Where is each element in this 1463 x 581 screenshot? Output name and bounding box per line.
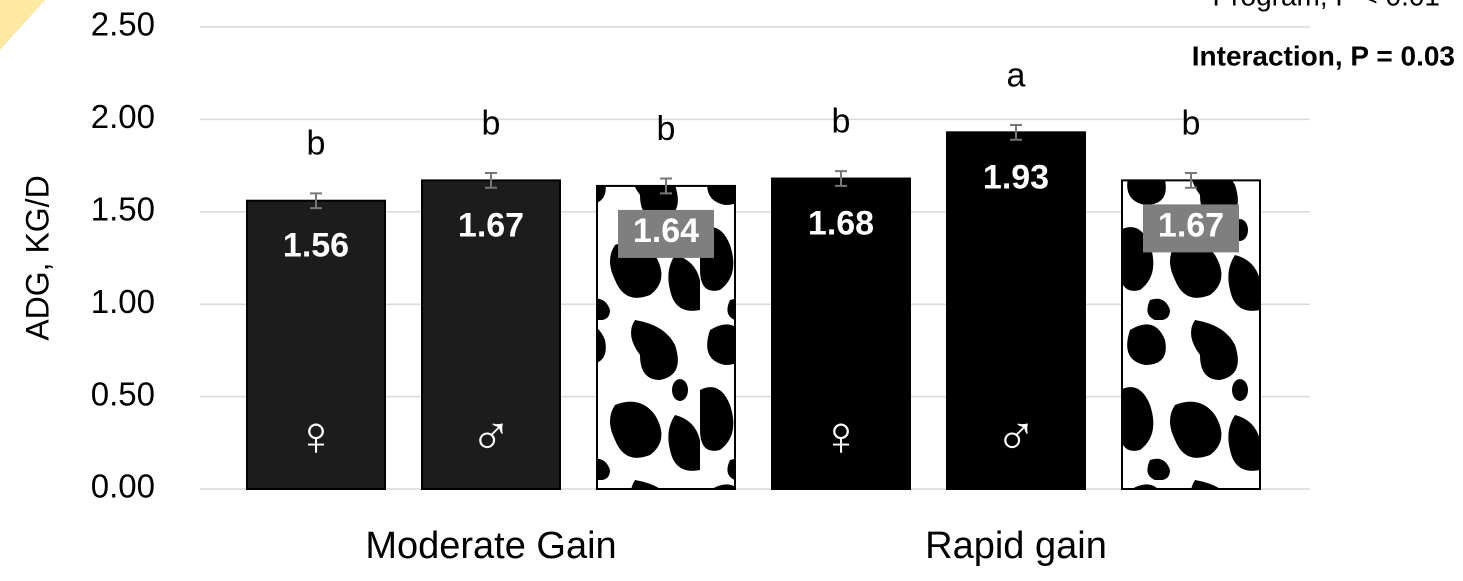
data-label: 1.67: [1158, 206, 1224, 244]
data-label: 1.67: [458, 206, 524, 244]
y-axis-label: ADG, KG/D: [19, 175, 55, 340]
sex-symbol: ♀: [295, 404, 337, 467]
annotation: Program, P < 0.01: [1213, 0, 1441, 11]
data-label: 1.64: [633, 212, 699, 250]
y-tick-label: 2.00: [91, 98, 155, 135]
group-label: Rapid gain: [925, 525, 1107, 567]
y-tick-label: 1.00: [91, 283, 155, 320]
data-label: 1.56: [283, 227, 349, 265]
y-tick-label: 2.50: [91, 6, 155, 43]
y-tick-label: 0.50: [91, 375, 155, 412]
data-label: 1.68: [808, 205, 874, 243]
significance-letter: b: [307, 125, 326, 163]
data-label: 1.93: [983, 158, 1049, 196]
significance-letter: b: [657, 110, 676, 148]
significance-letter: b: [482, 104, 501, 142]
decoration: [0, 0, 45, 50]
y-tick-label: 0.00: [91, 468, 155, 505]
significance-letter: b: [832, 103, 851, 141]
chart: Program, P < 0.01 Interaction, P = 0.03 …: [0, 0, 1463, 581]
significance-letter: a: [1007, 56, 1026, 94]
annotation: Interaction, P = 0.03: [1192, 40, 1455, 71]
sex-symbol: ♂: [995, 404, 1037, 467]
significance-letter: b: [1182, 104, 1201, 142]
group-label: Moderate Gain: [365, 525, 616, 567]
sex-symbol: ♂: [470, 404, 512, 467]
sex-symbol: ♀: [820, 404, 862, 467]
y-tick-label: 1.50: [91, 191, 155, 228]
